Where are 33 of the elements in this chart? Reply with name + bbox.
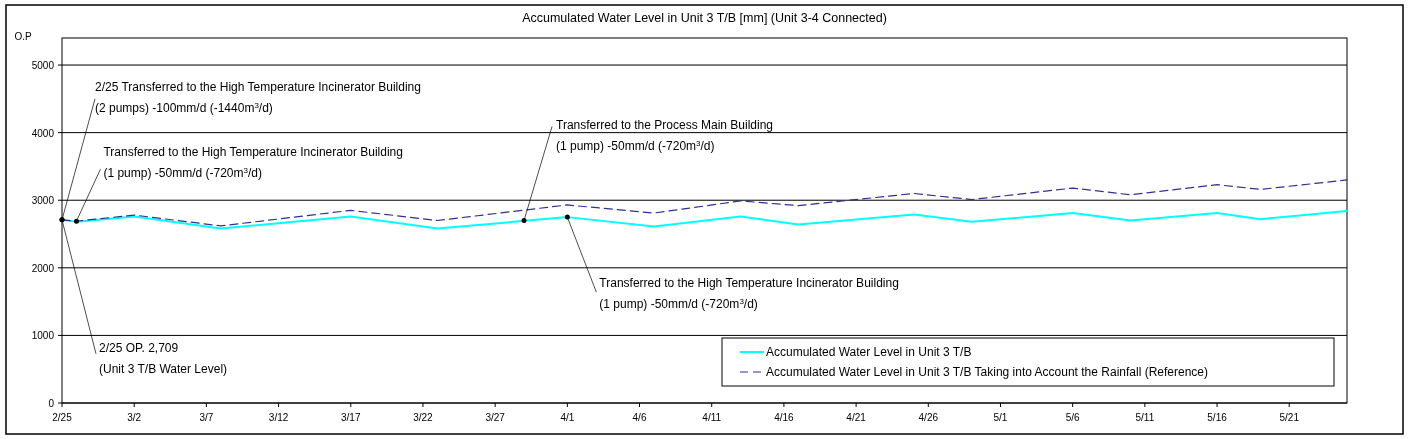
y-tick-label: 4000 (31, 127, 55, 139)
y-axis-title: O.P (14, 31, 32, 42)
x-tick-label: 5/6 (1065, 412, 1081, 423)
annotation: Transferred to the Process Main Building (1 pump) -50mm/d (-720m$^{3}$/d) (556, 117, 774, 153)
x-tick-label: 3/7 (199, 412, 214, 423)
annotation: Transferred to the High Temperature Incinerator Building (1 pump) -50mm/d (-720m$^{3}$/d) (599, 276, 899, 312)
x-tick-label: 3/17 (341, 412, 361, 423)
x-tick-label: 3/22 (413, 412, 434, 423)
x-tick-label: 4/16 (774, 412, 795, 423)
x-tick-label: 5/21 (1279, 412, 1300, 423)
chart-title: Accumulated Water Level in Unit 3 T/B [mm] (Unit 3-4 Connected) (522, 11, 887, 25)
x-tick-label: 5/16 (1207, 412, 1228, 423)
y-tick-label: 5000 (31, 60, 55, 72)
x-tick-label: 4/11 (702, 412, 722, 423)
x-tick-label: 3/12 (268, 412, 289, 423)
x-tick-label: 5/11 (1135, 412, 1155, 423)
x-tick-label: 4/6 (632, 412, 647, 423)
y-tick-label: 1000 (31, 330, 55, 342)
x-tick-label: 3/2 (127, 412, 142, 423)
x-tick-label: 2/25 (52, 412, 73, 423)
y-tick-label: 2000 (31, 262, 55, 274)
annotation: 2/25 Transferred to the High Temperature Incinerator Building (2 pumps) -100mm/d (-1440m$^{3}$/d) (95, 79, 421, 115)
y-tick-label: 0 (48, 398, 55, 409)
x-tick-label: 5/1 (993, 412, 1008, 423)
x-tick-label: 4/26 (918, 412, 939, 423)
y-tick-label: 3000 (31, 195, 55, 207)
annotation: 2/25 OP. 2,709 (Unit 3 T/B Water Level) (99, 340, 228, 376)
x-tick-label: 3/27 (485, 412, 506, 423)
x-tick-label: 4/1 (560, 412, 575, 423)
x-tick-label: 4/21 (846, 412, 867, 423)
legend-label: Accumulated Water Level in Unit 3 T/B (766, 345, 972, 359)
annotation: Transferred to the High Temperature Incinerator Building (1 pump) -50mm/d (-720m$^{3}$/d) (103, 145, 403, 181)
legend-label: Accumulated Water Level in Unit 3 T/B Taking into Account the Rainfall (Reference) (766, 365, 1209, 379)
